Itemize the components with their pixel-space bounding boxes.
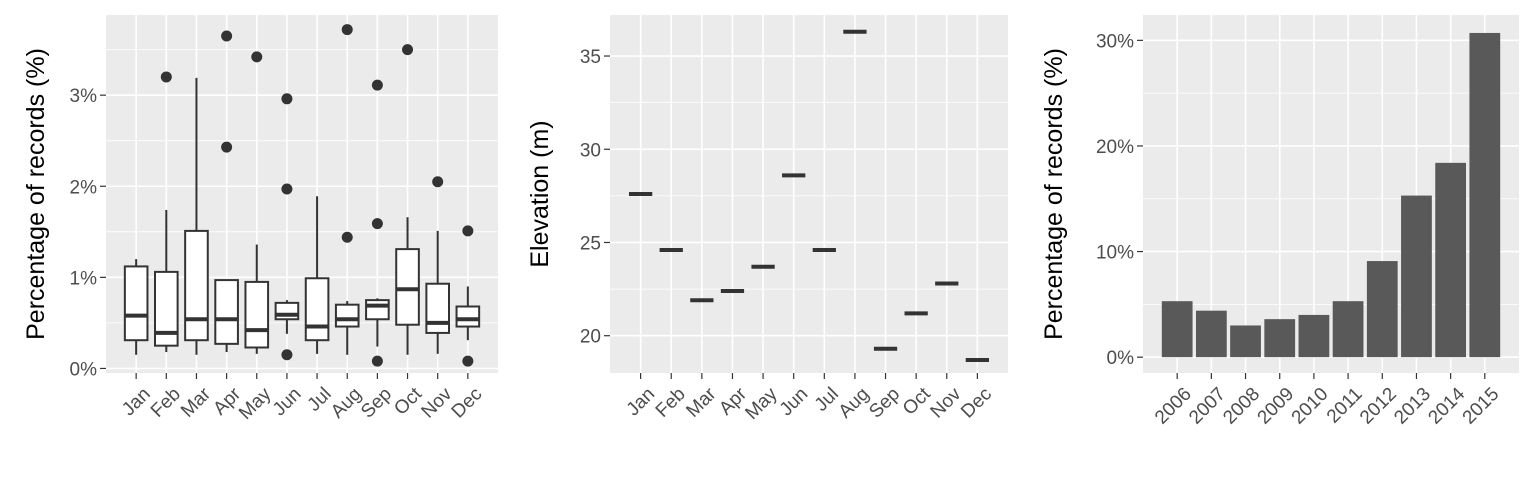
box-Jun bbox=[274, 93, 300, 361]
bar-2015 bbox=[1469, 32, 1501, 358]
x-tick-label: Feb bbox=[147, 384, 185, 422]
outlier-point bbox=[281, 183, 293, 195]
outlier-point bbox=[281, 349, 293, 361]
outlier-point bbox=[402, 44, 414, 56]
bar-2012 bbox=[1366, 261, 1398, 358]
box-body bbox=[123, 265, 149, 342]
outlier-point bbox=[462, 225, 474, 237]
box-Oct bbox=[395, 44, 420, 355]
x-tick-label: Jan bbox=[623, 384, 660, 421]
x-tick-label: 2010 bbox=[1288, 384, 1333, 429]
x-tick-label: Nov bbox=[927, 383, 966, 422]
bar-2013 bbox=[1401, 195, 1432, 358]
x-tick-label: Jun bbox=[776, 384, 813, 421]
box-Jul bbox=[304, 196, 330, 354]
box-body bbox=[395, 248, 420, 326]
x-tick-label: Jun bbox=[269, 384, 306, 421]
box-body bbox=[304, 277, 330, 342]
outlier-point bbox=[160, 71, 172, 83]
y-axis-title: Percentage of records (%) bbox=[1040, 48, 1068, 340]
x-tick-label: Feb bbox=[652, 384, 690, 422]
outlier-point bbox=[341, 24, 353, 36]
outlier-point bbox=[281, 93, 293, 105]
panel-1: 0%1%2%3%JanFebMarAprMayJunJulAugSepOctNo… bbox=[22, 15, 498, 424]
x-tick-label: Dec bbox=[448, 384, 487, 423]
x-tick-label: Nov bbox=[418, 383, 457, 422]
x-tick-label: Dec bbox=[957, 384, 996, 423]
bar-2009 bbox=[1264, 319, 1296, 358]
outlier-point bbox=[221, 30, 233, 42]
bar-2008 bbox=[1230, 325, 1261, 358]
x-tick-label: Mar bbox=[177, 383, 215, 421]
y-tick-label: 10% bbox=[1096, 243, 1134, 264]
box-body bbox=[214, 279, 239, 345]
outlier-point bbox=[371, 218, 383, 230]
bar-2011 bbox=[1332, 301, 1364, 358]
x-tick-label: Jan bbox=[118, 384, 155, 421]
y-tick-label: 30 bbox=[580, 140, 601, 161]
box-body bbox=[244, 280, 270, 349]
box-Dec bbox=[455, 225, 481, 367]
x-tick-label: 2012 bbox=[1356, 384, 1401, 429]
x-tick-label: May bbox=[741, 383, 782, 424]
outlier-point bbox=[371, 355, 383, 367]
x-tick-label: Sep bbox=[357, 384, 396, 423]
outlier-point bbox=[221, 141, 233, 153]
bar-2014 bbox=[1435, 162, 1467, 358]
box-Mar bbox=[184, 77, 209, 355]
x-tick-label: 2011 bbox=[1323, 384, 1367, 428]
x-tick-label: 2014 bbox=[1424, 383, 1469, 428]
y-tick-label: 20 bbox=[580, 327, 601, 348]
box-Aug bbox=[334, 24, 360, 355]
x-tick-label: 2008 bbox=[1219, 384, 1264, 429]
box-May bbox=[244, 51, 270, 354]
x-tick-label: Oct bbox=[899, 383, 935, 419]
box-body bbox=[334, 303, 360, 328]
bar-2007 bbox=[1195, 310, 1227, 358]
box-body bbox=[274, 301, 300, 321]
x-tick-label: 2007 bbox=[1185, 384, 1230, 429]
outlier-point bbox=[462, 355, 474, 367]
box-Jan bbox=[123, 259, 149, 355]
x-tick-label: Sep bbox=[865, 384, 904, 423]
y-tick-label: 1% bbox=[70, 268, 98, 289]
bar-2010 bbox=[1298, 314, 1330, 358]
outlier-point bbox=[371, 79, 383, 91]
box-body bbox=[184, 229, 209, 342]
x-tick-label: Oct bbox=[390, 383, 426, 419]
y-tick-label: 0% bbox=[1107, 348, 1135, 369]
box-body bbox=[425, 282, 450, 334]
outlier-point bbox=[432, 176, 444, 188]
x-tick-label: Aug bbox=[327, 384, 366, 423]
bar-2006 bbox=[1161, 301, 1193, 358]
box-body bbox=[154, 270, 179, 347]
x-tick-label: 2006 bbox=[1151, 384, 1196, 429]
x-tick-label: Aug bbox=[835, 384, 874, 423]
x-tick-label: 2013 bbox=[1390, 384, 1435, 429]
x-tick-label: 2015 bbox=[1459, 384, 1504, 429]
y-tick-label: 3% bbox=[70, 86, 98, 107]
y-tick-label: 2% bbox=[70, 177, 98, 198]
y-tick-label: 0% bbox=[70, 359, 98, 380]
x-tick-label: Mar bbox=[682, 383, 720, 421]
outlier-point bbox=[341, 231, 353, 243]
box-Nov bbox=[425, 176, 450, 354]
panel-2: 20253035JanFebMarAprMayJunJulAugSepOctNo… bbox=[526, 15, 1008, 424]
panel-background bbox=[610, 15, 1008, 373]
box-body bbox=[365, 299, 390, 321]
panel-3: 0%10%20%30%20062007200820092010201120122… bbox=[1040, 15, 1519, 428]
box-Feb bbox=[154, 71, 179, 353]
y-tick-label: 25 bbox=[580, 233, 601, 254]
y-axis-title: Elevation (m) bbox=[526, 120, 554, 267]
y-tick-label: 20% bbox=[1096, 137, 1134, 158]
box-body bbox=[455, 305, 481, 328]
y-tick-label: 35 bbox=[580, 47, 601, 68]
x-tick-label: 2009 bbox=[1254, 384, 1299, 429]
box-Sep bbox=[365, 79, 390, 367]
y-tick-label: 30% bbox=[1096, 31, 1134, 52]
box-Apr bbox=[214, 30, 239, 353]
y-axis-title: Percentage of records (%) bbox=[22, 48, 50, 340]
outlier-point bbox=[251, 51, 263, 63]
